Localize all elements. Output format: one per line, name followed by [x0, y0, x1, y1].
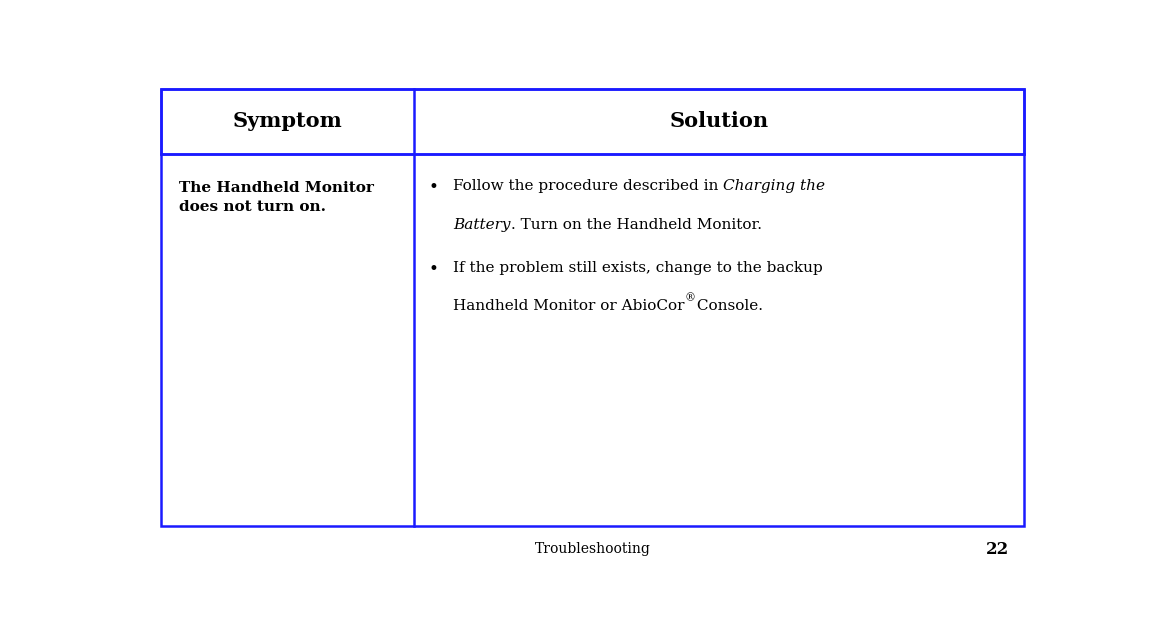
Text: •: •: [429, 261, 438, 278]
Text: ®: ®: [684, 293, 696, 303]
Text: 22: 22: [986, 540, 1009, 558]
Text: Console.: Console.: [691, 299, 763, 313]
Text: Charging the: Charging the: [724, 179, 825, 193]
Bar: [161, 89, 1024, 526]
Text: Handheld Monitor or AbioCor: Handheld Monitor or AbioCor: [453, 299, 684, 313]
Bar: [161, 89, 1024, 154]
Text: The Handheld Monitor
does not turn on.: The Handheld Monitor does not turn on.: [178, 181, 373, 214]
Text: •: •: [429, 179, 438, 197]
Text: If the problem still exists, change to the backup: If the problem still exists, change to t…: [453, 261, 823, 275]
Text: Battery: Battery: [453, 218, 511, 232]
Text: Solution: Solution: [669, 111, 769, 131]
Text: Troubleshooting: Troubleshooting: [534, 542, 651, 556]
Text: Symptom: Symptom: [232, 111, 342, 131]
Text: . Turn on the Handheld Monitor.: . Turn on the Handheld Monitor.: [511, 218, 762, 232]
Text: Follow the procedure described in: Follow the procedure described in: [453, 179, 724, 193]
